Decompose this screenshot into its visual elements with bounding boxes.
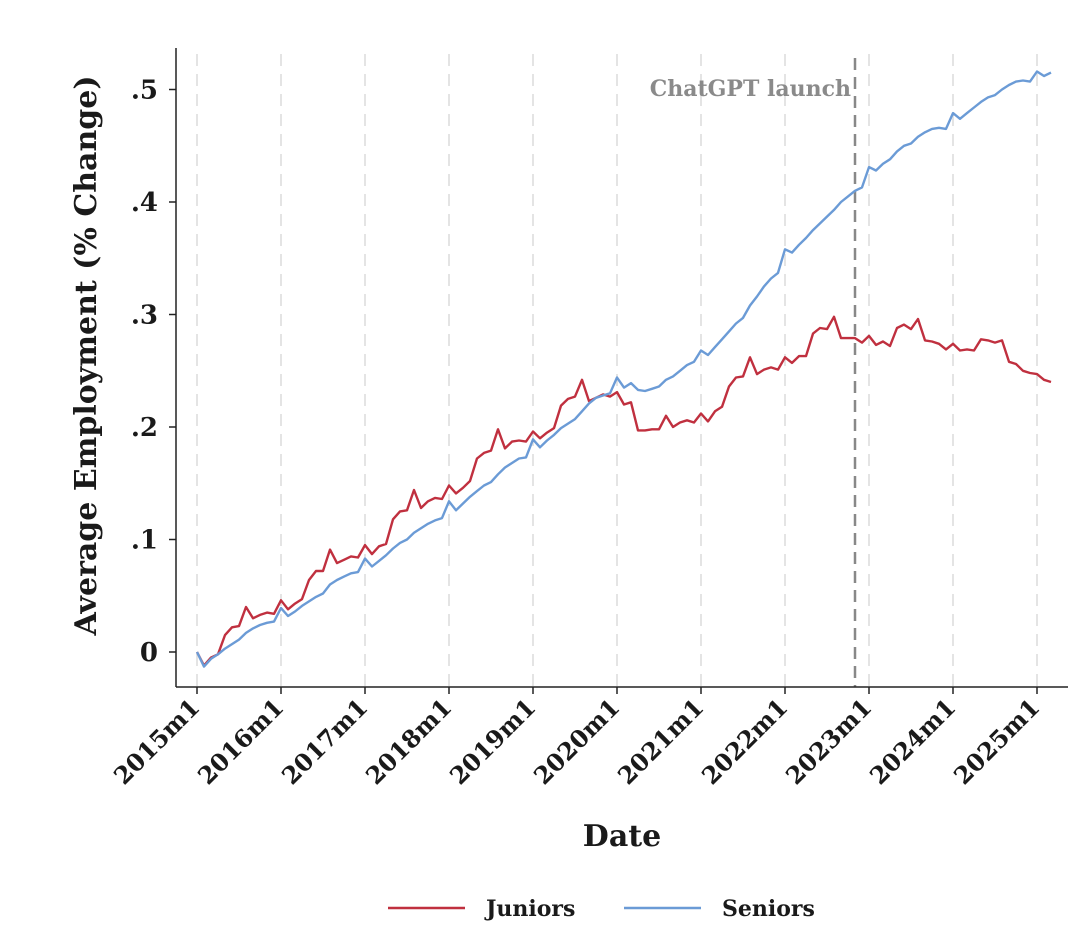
annotation-group: ChatGPT launch	[650, 58, 857, 687]
y-tick-label: .4	[131, 188, 158, 218]
series-line-juniors	[195, 315, 1052, 667]
chatgpt-launch-label: ChatGPT launch	[650, 76, 851, 102]
legend: Juniors Seniors	[388, 896, 815, 922]
x-axis-title: Date	[583, 819, 661, 854]
y-tick-label: 0	[140, 638, 158, 668]
y-axis-title: Average Employment (% Change)	[69, 75, 104, 636]
y-tick-label: .2	[131, 413, 158, 443]
y-tick-label: .1	[131, 526, 158, 556]
y-tick-label: .3	[131, 301, 158, 331]
series-line-seniors	[195, 70, 1052, 668]
vertical-gridlines	[196, 54, 1038, 687]
y-ticks: 0 .1 .2 .3 .4 .5	[131, 76, 176, 668]
legend-label-juniors: Juniors	[484, 896, 575, 922]
y-tick-label: .5	[131, 76, 158, 106]
legend-label-seniors: Seniors	[722, 896, 815, 922]
series-lines	[195, 70, 1052, 668]
axes	[175, 48, 1068, 688]
